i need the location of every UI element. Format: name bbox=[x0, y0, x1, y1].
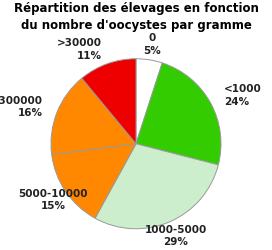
Wedge shape bbox=[95, 144, 218, 229]
Text: 1000-5000
29%: 1000-5000 29% bbox=[145, 224, 207, 247]
Wedge shape bbox=[82, 59, 136, 144]
Text: >30000
11%: >30000 11% bbox=[57, 38, 102, 60]
Title: Répartition des élevages en fonction
du nombre d'oocystes par gramme: Répartition des élevages en fonction du … bbox=[14, 2, 258, 32]
Text: 5000-10000
15%: 5000-10000 15% bbox=[18, 189, 88, 211]
Wedge shape bbox=[52, 144, 136, 218]
Wedge shape bbox=[136, 59, 162, 144]
Wedge shape bbox=[136, 63, 221, 165]
Text: <1000
24%: <1000 24% bbox=[224, 84, 262, 107]
Text: 10000-300000
16%: 10000-300000 16% bbox=[0, 96, 43, 118]
Text: 0
5%: 0 5% bbox=[143, 34, 160, 56]
Wedge shape bbox=[51, 78, 136, 154]
